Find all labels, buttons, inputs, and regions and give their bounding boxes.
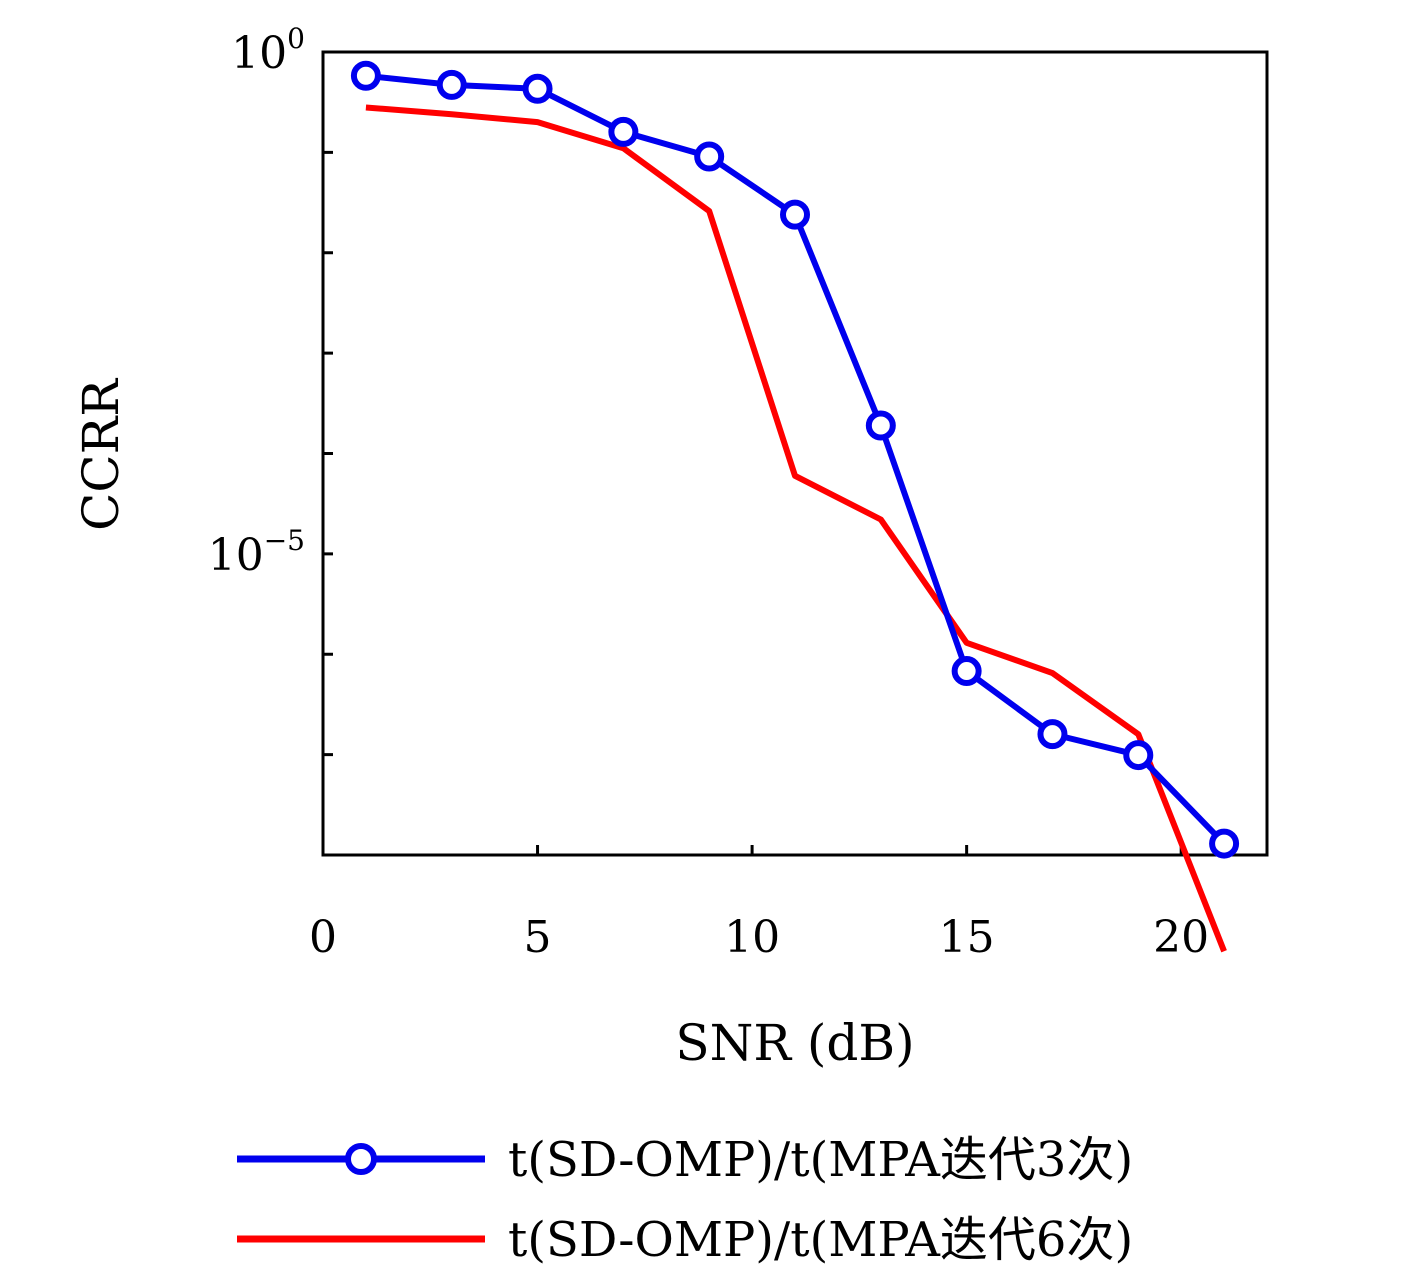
- x-axis-title: SNR (dB): [675, 1014, 914, 1072]
- data-point: [608, 116, 639, 147]
- series-layer: [350, 60, 1240, 953]
- x-tick-label: 15: [939, 912, 995, 963]
- data-point: [350, 60, 381, 91]
- legend: t(SD-OMP)/t(MPA迭代3次) t(SD-OMP)/t(MPA迭代6次): [237, 1132, 1133, 1268]
- data-point: [1037, 719, 1068, 750]
- plot-frame: [321, 50, 1269, 857]
- data-point: [780, 199, 810, 230]
- data-point: [1123, 740, 1154, 771]
- series-line-1: [365, 72, 1227, 846]
- legend-label: t(SD-OMP)/t(MPA迭代3次): [508, 1132, 1133, 1188]
- series-line-2: [365, 104, 1227, 953]
- y-tick-label: 10−5: [208, 524, 305, 581]
- data-point: [1209, 828, 1240, 859]
- legend-label: t(SD-OMP)/t(MPA迭代6次): [508, 1212, 1133, 1268]
- data-point: [865, 410, 896, 441]
- data-point: [436, 69, 467, 100]
- data-point: [951, 656, 982, 687]
- x-tick-label: 0: [309, 912, 337, 963]
- data-point: [522, 73, 553, 104]
- x-tick-label: 20: [1153, 912, 1209, 963]
- y-tick-label: 100: [231, 22, 305, 79]
- legend-marker: [345, 1143, 377, 1175]
- plot-area: [321, 50, 1269, 857]
- x-tick-label: 5: [524, 912, 552, 963]
- y-axis-title: CCRR: [72, 378, 130, 531]
- y-axis: 100 10−5: [208, 22, 333, 857]
- x-tick-label: 10: [724, 912, 780, 963]
- x-axis: 0 5 10 15 20: [309, 845, 1209, 963]
- data-point: [694, 141, 725, 172]
